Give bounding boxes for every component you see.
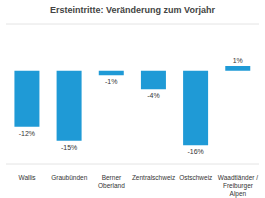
svg-text:1%: 1% [233, 57, 243, 64]
svg-text:-15%: -15% [61, 144, 77, 151]
svg-text:Ostschweiz: Ostschweiz [179, 174, 212, 181]
svg-text:Zentralschweiz: Zentralschweiz [132, 174, 175, 181]
svg-text:Waadtländer /FreiburgerAlpen: Waadtländer /FreiburgerAlpen [218, 174, 257, 198]
svg-text:Wallis: Wallis [19, 174, 37, 181]
svg-text:Graubünden: Graubünden [51, 174, 88, 181]
svg-text:-1%: -1% [105, 78, 117, 85]
svg-text:BernerOberland: BernerOberland [98, 174, 125, 189]
svg-text:-4%: -4% [147, 92, 159, 99]
html-text:Ersteintritte: Veränderung zum: Ersteintritte: Veränderung zum Vorjahr [50, 5, 215, 15]
svg-text:-12%: -12% [19, 130, 35, 137]
svg-text:-16%: -16% [187, 148, 203, 155]
